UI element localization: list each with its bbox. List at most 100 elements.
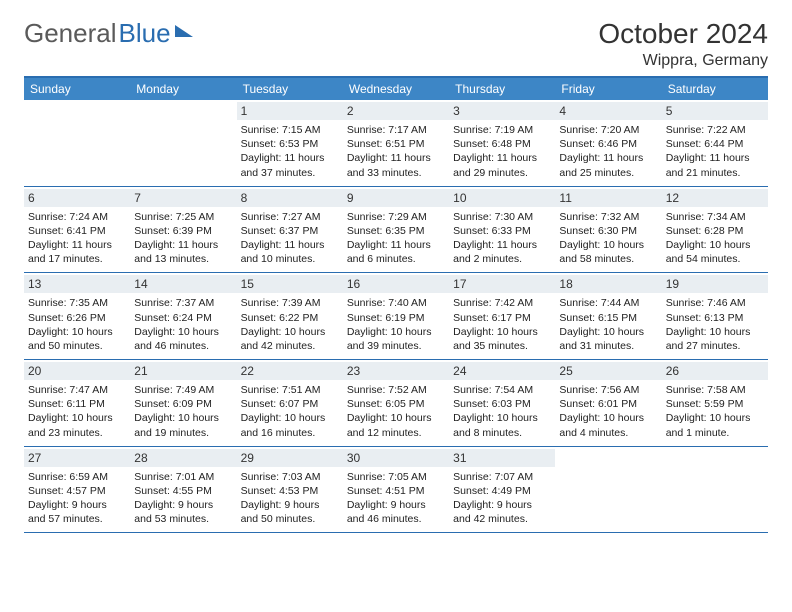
sunrise-line: Sunrise: 7:07 AM [453,470,551,484]
sunset-line: Sunset: 6:39 PM [134,224,232,238]
sunrise-line: Sunrise: 7:37 AM [134,296,232,310]
header: GeneralBlue October 2024 Wippra, Germany [24,18,768,70]
brand-part2: Blue [119,18,171,49]
day-cell: 2Sunrise: 7:17 AMSunset: 6:51 PMDaylight… [343,100,449,186]
week-row: 13Sunrise: 7:35 AMSunset: 6:26 PMDayligh… [24,273,768,360]
sunset-line: Sunset: 4:53 PM [241,484,339,498]
sunrise-line: Sunrise: 7:47 AM [28,383,126,397]
day-number: 5 [662,102,768,120]
day-number: 13 [24,275,130,293]
day-number: 24 [449,362,555,380]
page: GeneralBlue October 2024 Wippra, Germany… [0,0,792,551]
sunrise-line: Sunrise: 7:58 AM [666,383,764,397]
sunrise-line: Sunrise: 7:15 AM [241,123,339,137]
day-cell: 24Sunrise: 7:54 AMSunset: 6:03 PMDayligh… [449,360,555,446]
sunset-line: Sunset: 6:17 PM [453,311,551,325]
sunrise-line: Sunrise: 7:49 AM [134,383,232,397]
sunrise-line: Sunrise: 7:05 AM [347,470,445,484]
dow-thu: Thursday [449,78,555,100]
day-number: 19 [662,275,768,293]
day-number: 9 [343,189,449,207]
day-cell [662,447,768,533]
sunset-line: Sunset: 6:26 PM [28,311,126,325]
day-number: 27 [24,449,130,467]
logo-mark-icon [175,25,193,37]
day-number: 7 [130,189,236,207]
daylight-line: Daylight: 9 hours and 42 minutes. [453,498,551,526]
location: Wippra, Germany [598,52,768,70]
daylight-line: Daylight: 10 hours and 54 minutes. [666,238,764,266]
day-number: 22 [237,362,343,380]
sunrise-line: Sunrise: 7:32 AM [559,210,657,224]
daylight-line: Daylight: 9 hours and 53 minutes. [134,498,232,526]
dow-fri: Friday [555,78,661,100]
sunset-line: Sunset: 6:19 PM [347,311,445,325]
daylight-line: Daylight: 9 hours and 57 minutes. [28,498,126,526]
daylight-line: Daylight: 11 hours and 17 minutes. [28,238,126,266]
daylight-line: Daylight: 10 hours and 31 minutes. [559,325,657,353]
month-title: October 2024 [598,18,768,50]
week-row: 6Sunrise: 7:24 AMSunset: 6:41 PMDaylight… [24,187,768,274]
day-cell: 26Sunrise: 7:58 AMSunset: 5:59 PMDayligh… [662,360,768,446]
daylight-line: Daylight: 10 hours and 35 minutes. [453,325,551,353]
day-cell: 11Sunrise: 7:32 AMSunset: 6:30 PMDayligh… [555,187,661,273]
daylight-line: Daylight: 10 hours and 1 minute. [666,411,764,439]
sunrise-line: Sunrise: 7:44 AM [559,296,657,310]
daylight-line: Daylight: 11 hours and 29 minutes. [453,151,551,179]
sunrise-line: Sunrise: 7:42 AM [453,296,551,310]
sunset-line: Sunset: 6:53 PM [241,137,339,151]
day-cell: 10Sunrise: 7:30 AMSunset: 6:33 PMDayligh… [449,187,555,273]
sunrise-line: Sunrise: 7:56 AM [559,383,657,397]
daylight-line: Daylight: 10 hours and 8 minutes. [453,411,551,439]
day-number: 18 [555,275,661,293]
day-number: 25 [555,362,661,380]
day-cell: 16Sunrise: 7:40 AMSunset: 6:19 PMDayligh… [343,273,449,359]
sunset-line: Sunset: 4:57 PM [28,484,126,498]
sunset-line: Sunset: 6:48 PM [453,137,551,151]
sunset-line: Sunset: 6:30 PM [559,224,657,238]
sunrise-line: Sunrise: 7:27 AM [241,210,339,224]
day-number: 29 [237,449,343,467]
day-cell: 23Sunrise: 7:52 AMSunset: 6:05 PMDayligh… [343,360,449,446]
day-cell [130,100,236,186]
day-cell: 22Sunrise: 7:51 AMSunset: 6:07 PMDayligh… [237,360,343,446]
day-cell: 8Sunrise: 7:27 AMSunset: 6:37 PMDaylight… [237,187,343,273]
sunset-line: Sunset: 6:37 PM [241,224,339,238]
day-cell: 3Sunrise: 7:19 AMSunset: 6:48 PMDaylight… [449,100,555,186]
sunrise-line: Sunrise: 7:22 AM [666,123,764,137]
sunrise-line: Sunrise: 7:03 AM [241,470,339,484]
day-number: 15 [237,275,343,293]
day-number [555,449,661,467]
daylight-line: Daylight: 10 hours and 23 minutes. [28,411,126,439]
sunset-line: Sunset: 6:05 PM [347,397,445,411]
daylight-line: Daylight: 10 hours and 50 minutes. [28,325,126,353]
daylight-line: Daylight: 10 hours and 27 minutes. [666,325,764,353]
daylight-line: Daylight: 10 hours and 16 minutes. [241,411,339,439]
day-number: 8 [237,189,343,207]
sunset-line: Sunset: 6:46 PM [559,137,657,151]
daylight-line: Daylight: 11 hours and 6 minutes. [347,238,445,266]
daylight-line: Daylight: 10 hours and 39 minutes. [347,325,445,353]
day-cell: 17Sunrise: 7:42 AMSunset: 6:17 PMDayligh… [449,273,555,359]
daylight-line: Daylight: 10 hours and 19 minutes. [134,411,232,439]
dow-sun: Sunday [24,78,130,100]
week-row: 27Sunrise: 6:59 AMSunset: 4:57 PMDayligh… [24,447,768,534]
day-cell: 20Sunrise: 7:47 AMSunset: 6:11 PMDayligh… [24,360,130,446]
day-number: 14 [130,275,236,293]
day-cell: 6Sunrise: 7:24 AMSunset: 6:41 PMDaylight… [24,187,130,273]
daylight-line: Daylight: 11 hours and 25 minutes. [559,151,657,179]
daylight-line: Daylight: 11 hours and 33 minutes. [347,151,445,179]
day-cell: 21Sunrise: 7:49 AMSunset: 6:09 PMDayligh… [130,360,236,446]
day-cell: 29Sunrise: 7:03 AMSunset: 4:53 PMDayligh… [237,447,343,533]
sunset-line: Sunset: 4:51 PM [347,484,445,498]
sunrise-line: Sunrise: 7:51 AM [241,383,339,397]
day-number: 31 [449,449,555,467]
sunset-line: Sunset: 6:01 PM [559,397,657,411]
dow-tue: Tuesday [237,78,343,100]
day-number: 16 [343,275,449,293]
week-row: 20Sunrise: 7:47 AMSunset: 6:11 PMDayligh… [24,360,768,447]
day-number: 11 [555,189,661,207]
sunrise-line: Sunrise: 7:19 AM [453,123,551,137]
day-cell: 7Sunrise: 7:25 AMSunset: 6:39 PMDaylight… [130,187,236,273]
sunrise-line: Sunrise: 7:39 AM [241,296,339,310]
